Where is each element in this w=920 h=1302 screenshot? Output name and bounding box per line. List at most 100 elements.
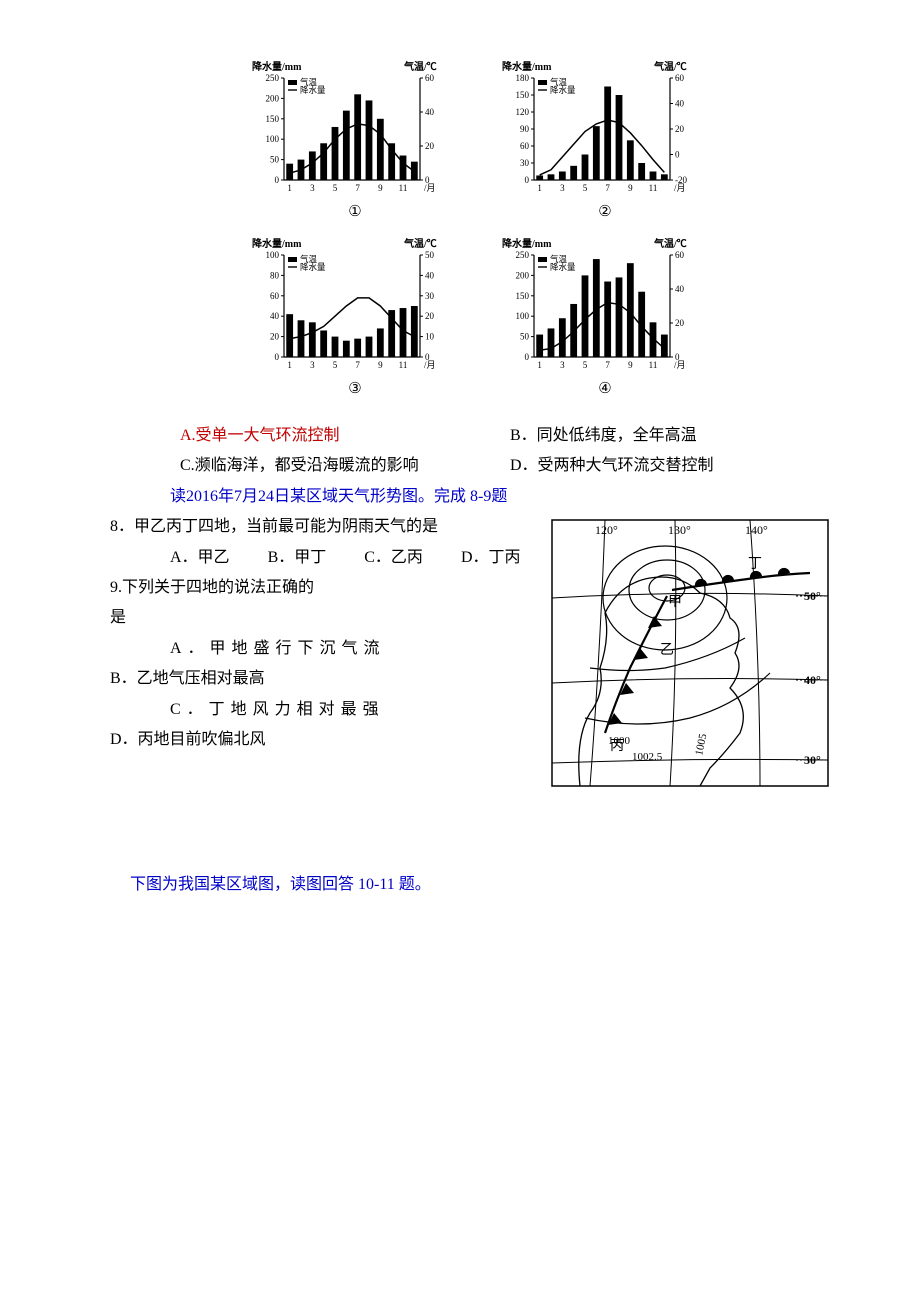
- svg-text:60: 60: [425, 73, 435, 83]
- svg-text:60: 60: [270, 290, 280, 300]
- svg-text:60: 60: [675, 73, 685, 83]
- svg-text:降水量/mm: 降水量/mm: [502, 237, 552, 250]
- svg-text:气温/℃: 气温/℃: [403, 237, 437, 250]
- svg-text:40: 40: [425, 270, 435, 280]
- svg-text:11: 11: [649, 360, 658, 370]
- lon-120: 120°: [595, 523, 618, 537]
- svg-text:7: 7: [605, 360, 610, 370]
- svg-text:100: 100: [266, 134, 280, 144]
- svg-text:气温/℃: 气温/℃: [403, 60, 437, 73]
- svg-text:60: 60: [675, 250, 685, 260]
- climate-chart-③: 降水量/mm气温/℃020406080100010203040501357911…: [250, 237, 460, 404]
- svg-text:250: 250: [266, 73, 280, 83]
- svg-text:250: 250: [516, 250, 530, 260]
- chart-label: ④: [500, 375, 710, 404]
- svg-text:40: 40: [425, 107, 435, 117]
- svg-text:3: 3: [560, 183, 565, 193]
- chart-label: ③: [250, 375, 460, 404]
- q8-opt-d: D．丁丙: [461, 549, 521, 566]
- q8-opt-a: A．甲乙: [170, 549, 230, 566]
- climate-chart-④: 降水量/mm气温/℃05010015020025002040601357911/…: [500, 237, 710, 404]
- svg-text:7: 7: [605, 183, 610, 193]
- svg-text:降水量/mm: 降水量/mm: [252, 60, 302, 73]
- svg-text:200: 200: [516, 270, 530, 280]
- svg-text:1: 1: [537, 183, 542, 193]
- q7-options-row2: C.濒临海洋，都受沿海暖流的影响 D．受两种大气环流交替控制: [180, 451, 830, 481]
- svg-text:/月: /月: [674, 360, 686, 370]
- svg-text:/月: /月: [424, 360, 436, 370]
- isobar-1002: 1002.5: [632, 751, 663, 763]
- svg-text:50: 50: [270, 155, 280, 165]
- svg-text:/月: /月: [424, 183, 436, 193]
- svg-text:3: 3: [310, 360, 315, 370]
- svg-text:40: 40: [675, 284, 685, 294]
- chart-label: ①: [250, 198, 460, 227]
- svg-text:气温/℃: 气温/℃: [653, 237, 687, 250]
- q7-option-b: B．同处低纬度，全年高温: [510, 421, 697, 451]
- svg-text:7: 7: [355, 360, 360, 370]
- svg-text:3: 3: [560, 360, 565, 370]
- svg-text:1: 1: [287, 183, 292, 193]
- climate-charts-grid: 降水量/mm气温/℃05010015020025002040601357911/…: [250, 60, 710, 403]
- svg-text:30: 30: [425, 290, 435, 300]
- svg-text:0: 0: [525, 175, 530, 185]
- svg-text:11: 11: [649, 183, 658, 193]
- svg-text:降水量: 降水量: [550, 262, 576, 272]
- q7-option-a: A.受单一大气环流控制: [180, 421, 510, 451]
- label-yi: 乙: [660, 642, 674, 658]
- svg-text:150: 150: [516, 290, 530, 300]
- label-ding: 丁: [748, 557, 762, 572]
- svg-text:40: 40: [270, 311, 280, 321]
- svg-text:0: 0: [275, 352, 280, 362]
- climate-chart-①: 降水量/mm气温/℃05010015020025002040601357911/…: [250, 60, 460, 227]
- svg-text:150: 150: [516, 90, 530, 100]
- svg-text:11: 11: [399, 360, 408, 370]
- q8-opt-b: B．甲丁: [268, 549, 327, 566]
- svg-text:0: 0: [675, 150, 680, 160]
- intro-text-8-9: 读2016年7月24日某区域天气形势图。完成 8-9题: [170, 482, 830, 512]
- svg-text:100: 100: [516, 311, 530, 321]
- climate-chart-②: 降水量/mm气温/℃0306090120150180-2002040601357…: [500, 60, 710, 227]
- svg-text:90: 90: [520, 124, 530, 134]
- svg-text:5: 5: [583, 183, 588, 193]
- svg-text:60: 60: [520, 141, 530, 151]
- weather-map: 120° 130° 140° 50° 40° 30° 1000 1002.5 1…: [550, 518, 830, 799]
- svg-text:20: 20: [425, 141, 435, 151]
- q7-option-d: D．受两种大气环流交替控制: [510, 451, 714, 481]
- svg-text:20: 20: [675, 124, 685, 134]
- svg-text:0: 0: [525, 352, 530, 362]
- svg-text:20: 20: [270, 331, 280, 341]
- svg-text:3: 3: [310, 183, 315, 193]
- label-bing: 丙: [610, 739, 624, 754]
- svg-text:30: 30: [520, 158, 530, 168]
- svg-text:100: 100: [266, 250, 280, 260]
- svg-text:180: 180: [516, 73, 530, 83]
- svg-text:1: 1: [287, 360, 292, 370]
- q8-opt-c: C．乙丙: [364, 549, 423, 566]
- q7-option-c: C.濒临海洋，都受沿海暖流的影响: [180, 451, 510, 481]
- chart-label: ②: [500, 198, 710, 227]
- svg-text:9: 9: [628, 360, 633, 370]
- svg-text:80: 80: [270, 270, 280, 280]
- svg-text:0: 0: [275, 175, 280, 185]
- svg-text:降水量/mm: 降水量/mm: [252, 237, 302, 250]
- svg-text:降水量: 降水量: [300, 85, 326, 95]
- svg-text:9: 9: [628, 183, 633, 193]
- svg-text:5: 5: [583, 360, 588, 370]
- svg-text:降水量/mm: 降水量/mm: [502, 60, 552, 73]
- svg-text:10: 10: [425, 331, 435, 341]
- svg-text:150: 150: [266, 114, 280, 124]
- svg-text:50: 50: [425, 250, 435, 260]
- svg-text:5: 5: [333, 360, 338, 370]
- svg-text:降水量: 降水量: [550, 85, 576, 95]
- lon-130: 130°: [668, 523, 691, 537]
- svg-text:11: 11: [399, 183, 408, 193]
- svg-text:40: 40: [675, 99, 685, 109]
- svg-text:50: 50: [520, 331, 530, 341]
- svg-text:200: 200: [266, 93, 280, 103]
- svg-text:20: 20: [675, 318, 685, 328]
- svg-text:/月: /月: [674, 183, 686, 193]
- svg-text:20: 20: [425, 311, 435, 321]
- svg-text:5: 5: [333, 183, 338, 193]
- lon-140: 140°: [745, 523, 768, 537]
